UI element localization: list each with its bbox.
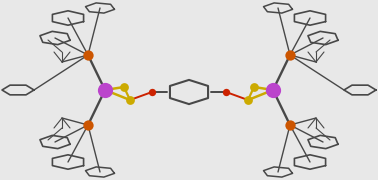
Point (127, 99, 133, 102)
Point (102, 89, 108, 91)
Point (287, 54, 293, 57)
Point (85, 123, 91, 126)
Point (270, 89, 276, 91)
Point (223, 91, 229, 93)
Point (149, 91, 155, 93)
Point (121, 86, 127, 88)
Point (85, 54, 91, 57)
Point (245, 99, 251, 102)
Point (251, 86, 257, 88)
Point (287, 123, 293, 126)
